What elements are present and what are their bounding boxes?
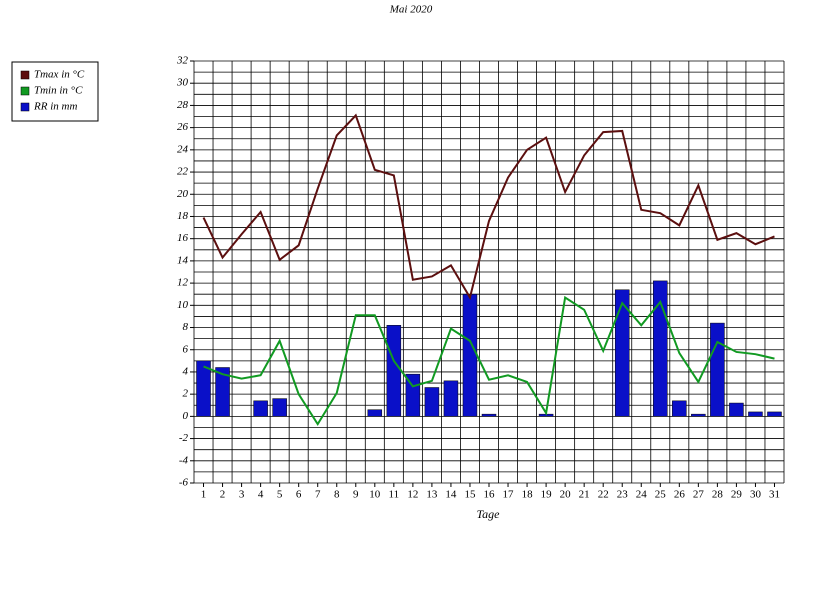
x-tick-label: 8 <box>334 489 340 501</box>
x-tick-label: 13 <box>426 489 438 501</box>
y-tick-label: 26 <box>177 121 189 133</box>
y-tick-label: 30 <box>176 77 189 89</box>
y-tick-label: -4 <box>179 454 189 466</box>
x-tick-label: 31 <box>769 489 780 501</box>
x-tick-label: 11 <box>389 489 400 501</box>
y-tick-label: 2 <box>183 388 189 400</box>
y-tick-label: 0 <box>183 410 189 422</box>
x-tick-label: 16 <box>484 489 496 501</box>
bar <box>272 398 287 417</box>
y-tick-label: 10 <box>177 299 189 311</box>
bar <box>443 380 459 417</box>
bar <box>653 280 668 417</box>
x-tick-label: 28 <box>712 489 724 501</box>
y-tick-label: 14 <box>177 254 189 266</box>
y-tick-label: -6 <box>179 477 189 489</box>
y-tick-label: 22 <box>177 166 189 178</box>
legend-swatch <box>20 70 30 80</box>
x-tick-label: 4 <box>258 489 264 501</box>
y-tick-label: 12 <box>177 277 189 289</box>
x-tick-label: 25 <box>655 489 667 501</box>
chart-title: Mai 2020 <box>389 4 433 16</box>
bar <box>614 289 630 417</box>
x-tick-label: 30 <box>750 489 762 501</box>
bar <box>672 400 687 417</box>
bar <box>462 293 478 417</box>
bar <box>748 411 763 417</box>
legend-label: Tmax in °C <box>34 69 85 81</box>
x-tick-label: 19 <box>541 489 553 501</box>
y-tick-label: 24 <box>177 143 189 155</box>
x-tick-label: 18 <box>522 489 534 501</box>
x-tick-label: 26 <box>674 489 686 501</box>
bar <box>386 325 402 417</box>
bar <box>710 322 725 417</box>
x-tick-label: 10 <box>369 489 381 501</box>
x-tick-label: 3 <box>239 489 245 501</box>
x-tick-label: 27 <box>693 489 705 501</box>
bar <box>691 413 706 417</box>
y-tick-label: 32 <box>176 55 189 67</box>
legend-swatch <box>20 86 30 96</box>
x-tick-label: 21 <box>579 489 590 501</box>
legend-swatch <box>20 102 30 112</box>
x-tick-label: 7 <box>315 489 321 501</box>
y-tick-label: 20 <box>177 188 189 200</box>
bar <box>481 413 497 417</box>
bar <box>424 387 440 417</box>
bar <box>196 360 211 417</box>
y-tick-label: 16 <box>177 232 189 244</box>
x-tick-label: 29 <box>731 489 743 501</box>
x-tick-label: 20 <box>560 489 572 501</box>
line <box>202 113 775 301</box>
bar <box>767 411 782 417</box>
bar <box>729 402 744 417</box>
x-tick-label: 1 <box>201 489 207 501</box>
x-axis-label: Tage <box>477 507 501 521</box>
x-tick-label: 23 <box>617 489 629 501</box>
x-tick-label: 14 <box>445 489 457 501</box>
bar <box>367 409 383 417</box>
legend-label: Tmin in °C <box>34 85 83 97</box>
bar <box>253 400 268 417</box>
x-tick-label: 5 <box>277 489 283 501</box>
x-tick-label: 24 <box>636 489 648 501</box>
x-tick-label: 9 <box>353 489 359 501</box>
bar <box>215 367 230 417</box>
x-tick-label: 12 <box>407 489 418 501</box>
y-tick-label: -2 <box>179 432 189 444</box>
legend-label: RR in mm <box>33 101 77 113</box>
x-tick-label: 22 <box>598 489 609 501</box>
x-tick-label: 15 <box>464 489 476 501</box>
y-tick-label: 18 <box>177 210 189 222</box>
x-tick-label: 17 <box>503 489 515 501</box>
y-tick-label: 8 <box>183 321 189 333</box>
y-tick-label: 6 <box>183 343 189 355</box>
x-tick-label: 2 <box>220 489 226 501</box>
y-tick-label: 4 <box>183 365 189 377</box>
y-tick-label: 28 <box>177 99 189 111</box>
x-tick-label: 6 <box>296 489 302 501</box>
line <box>203 295 775 427</box>
